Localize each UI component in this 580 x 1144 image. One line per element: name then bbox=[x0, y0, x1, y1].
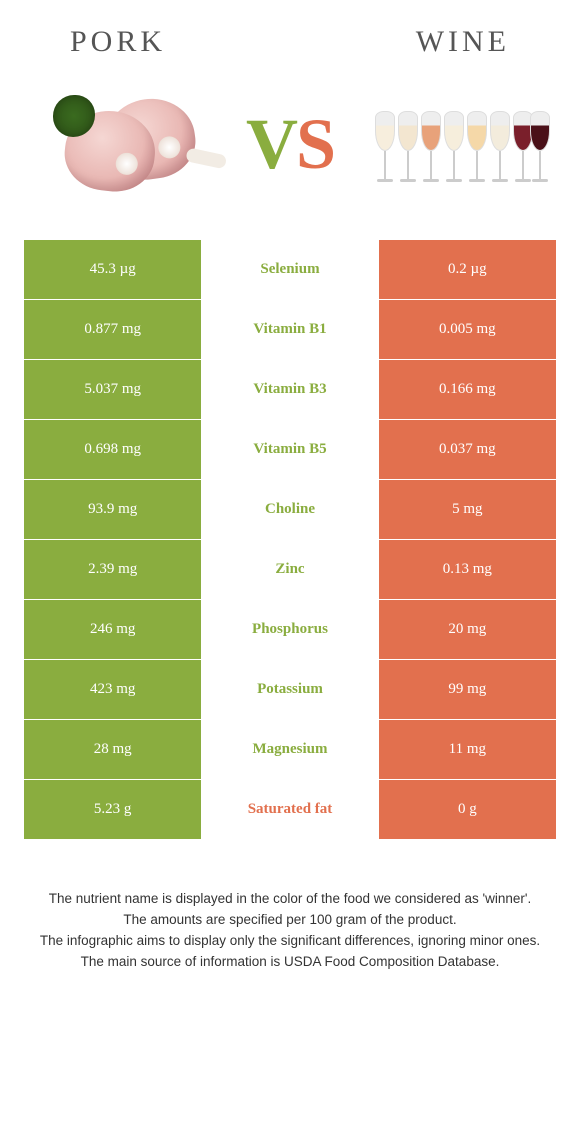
table-row: 28 mgMagnesium11 mg bbox=[24, 719, 556, 779]
header: PORK WINE bbox=[0, 0, 580, 69]
table-row: 246 mgPhosphorus20 mg bbox=[24, 599, 556, 659]
header-left-title: PORK bbox=[70, 25, 166, 59]
right-value: 0.166 mg bbox=[379, 360, 556, 419]
table-row: 423 mgPotassium99 mg bbox=[24, 659, 556, 719]
right-value: 0 g bbox=[379, 780, 556, 839]
hero-row: VS bbox=[0, 69, 580, 229]
left-value: 28 mg bbox=[24, 720, 201, 779]
footnote-line: The amounts are specified per 100 gram o… bbox=[30, 910, 550, 931]
right-value: 5 mg bbox=[379, 480, 556, 539]
right-value: 0.2 µg bbox=[379, 240, 556, 299]
nutrient-label: Vitamin B3 bbox=[201, 360, 378, 419]
right-value: 99 mg bbox=[379, 660, 556, 719]
vs-label: VS bbox=[246, 103, 334, 186]
left-value: 2.39 mg bbox=[24, 540, 201, 599]
wine-image bbox=[370, 84, 550, 204]
nutrient-label: Potassium bbox=[201, 660, 378, 719]
table-row: 45.3 µgSelenium0.2 µg bbox=[24, 239, 556, 299]
nutrient-label: Phosphorus bbox=[201, 600, 378, 659]
nutrient-label: Zinc bbox=[201, 540, 378, 599]
table-row: 93.9 mgCholine5 mg bbox=[24, 479, 556, 539]
pork-image bbox=[30, 84, 210, 204]
right-value: 11 mg bbox=[379, 720, 556, 779]
footnote-line: The nutrient name is displayed in the co… bbox=[30, 889, 550, 910]
left-value: 93.9 mg bbox=[24, 480, 201, 539]
nutrient-label: Vitamin B5 bbox=[201, 420, 378, 479]
table-row: 5.037 mgVitamin B30.166 mg bbox=[24, 359, 556, 419]
nutrient-label: Vitamin B1 bbox=[201, 300, 378, 359]
table-row: 5.23 gSaturated fat0 g bbox=[24, 779, 556, 839]
left-value: 423 mg bbox=[24, 660, 201, 719]
vs-s: S bbox=[296, 104, 334, 184]
nutrient-label: Magnesium bbox=[201, 720, 378, 779]
nutrient-label: Selenium bbox=[201, 240, 378, 299]
header-right-title: WINE bbox=[416, 25, 510, 59]
table-row: 2.39 mgZinc0.13 mg bbox=[24, 539, 556, 599]
table-row: 0.877 mgVitamin B10.005 mg bbox=[24, 299, 556, 359]
nutrient-table: 45.3 µgSelenium0.2 µg0.877 mgVitamin B10… bbox=[24, 239, 556, 839]
right-value: 0.13 mg bbox=[379, 540, 556, 599]
left-value: 45.3 µg bbox=[24, 240, 201, 299]
left-value: 0.698 mg bbox=[24, 420, 201, 479]
left-value: 5.23 g bbox=[24, 780, 201, 839]
left-value: 0.877 mg bbox=[24, 300, 201, 359]
footnote-line: The main source of information is USDA F… bbox=[30, 952, 550, 973]
right-value: 20 mg bbox=[379, 600, 556, 659]
left-value: 5.037 mg bbox=[24, 360, 201, 419]
footnote: The nutrient name is displayed in the co… bbox=[0, 839, 580, 973]
right-value: 0.005 mg bbox=[379, 300, 556, 359]
table-row: 0.698 mgVitamin B50.037 mg bbox=[24, 419, 556, 479]
left-value: 246 mg bbox=[24, 600, 201, 659]
nutrient-label: Saturated fat bbox=[201, 780, 378, 839]
vs-v: V bbox=[246, 104, 296, 184]
right-value: 0.037 mg bbox=[379, 420, 556, 479]
nutrient-label: Choline bbox=[201, 480, 378, 539]
footnote-line: The infographic aims to display only the… bbox=[30, 931, 550, 952]
